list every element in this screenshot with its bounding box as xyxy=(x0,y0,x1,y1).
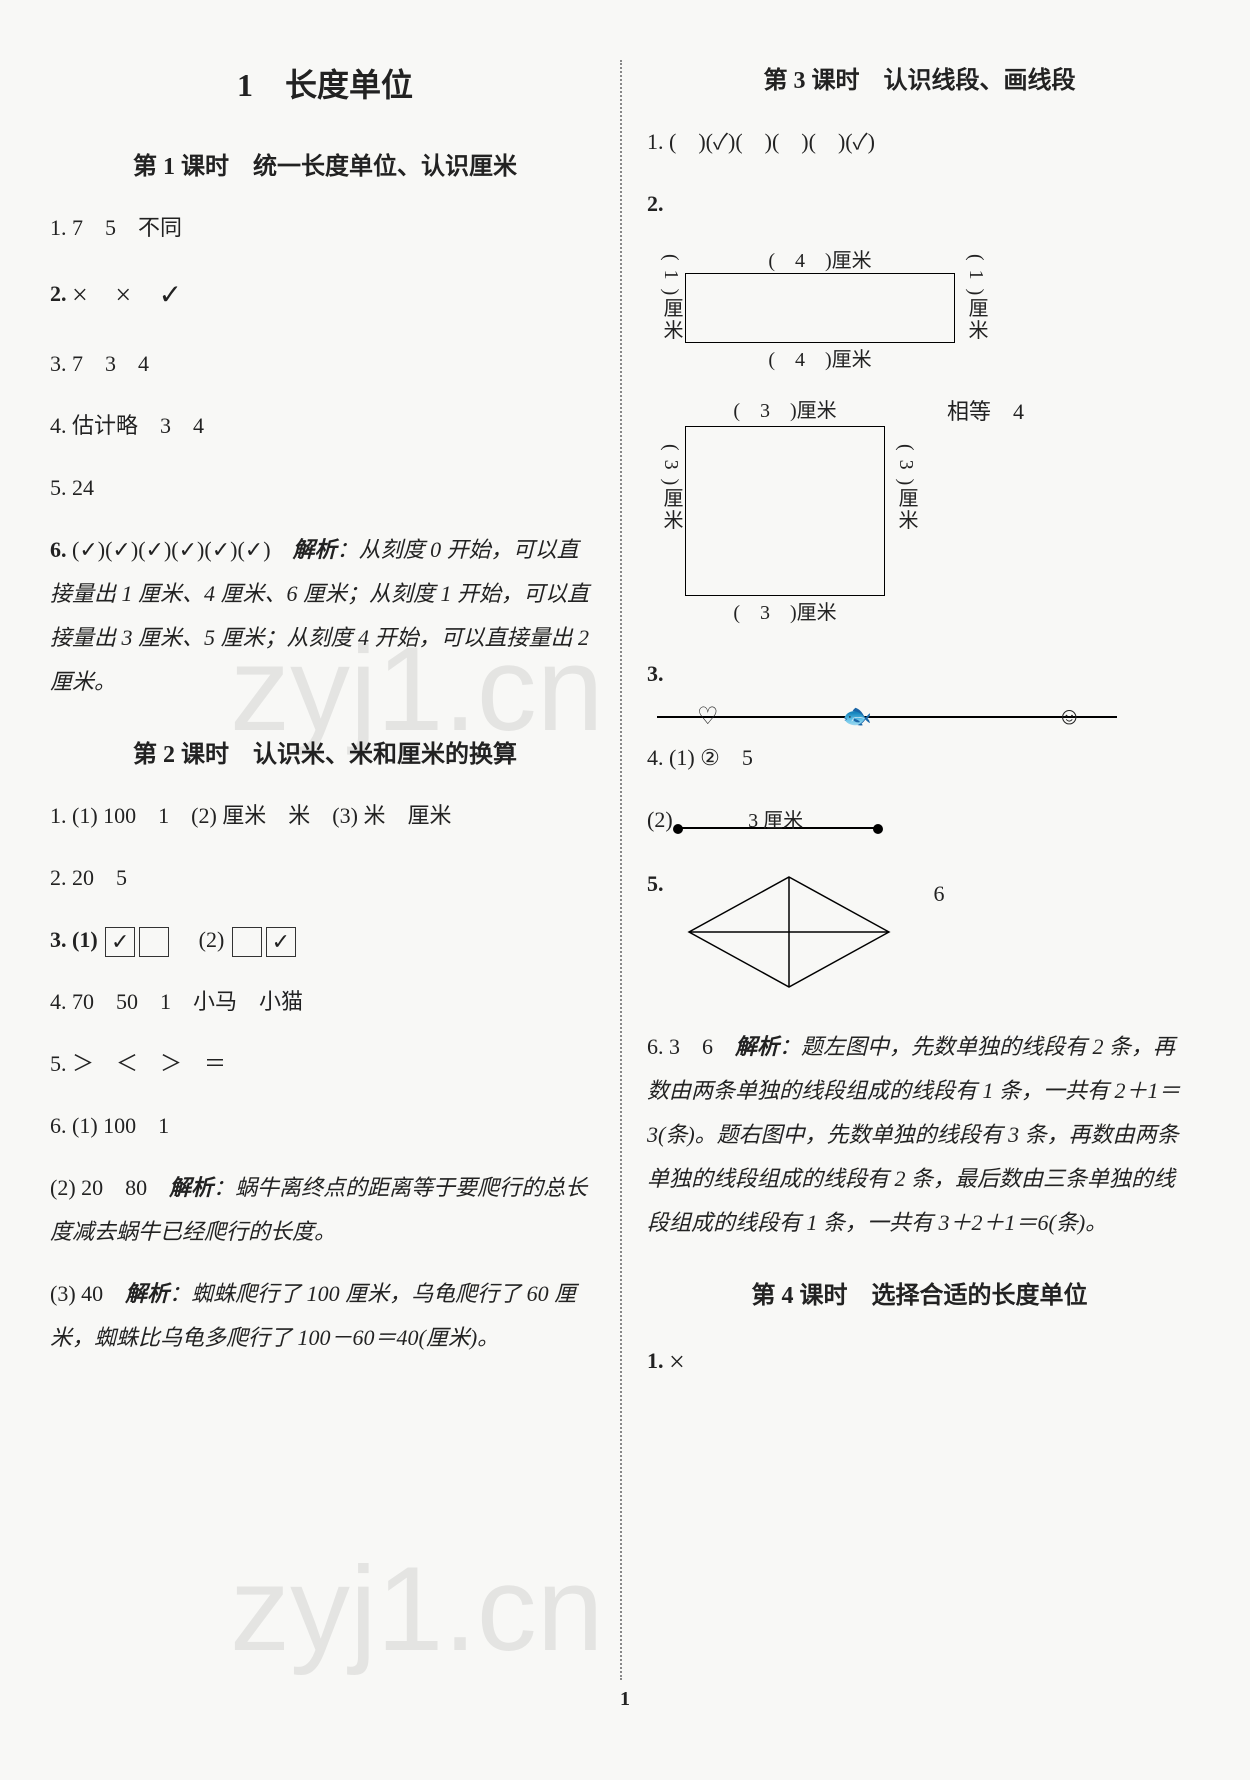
l3-q5-value: 6 xyxy=(934,872,945,916)
l3-q5: 5. 6 xyxy=(647,862,1192,1007)
l3-q3: 3. ♡ 🐟 ☺ xyxy=(647,652,1192,718)
l2-q2: 2. 20 5 xyxy=(50,856,600,900)
l1-q4: 4. 估计略 3 4 xyxy=(50,404,600,448)
l1-q2-prefix: 2. xyxy=(50,281,72,306)
mark: (✓) xyxy=(204,537,237,562)
mark: (✓) xyxy=(138,537,171,562)
l2-q6-2-prefix: (2) 20 80 xyxy=(50,1175,169,1200)
l4-q1-prefix: 1. xyxy=(647,1348,669,1373)
chapter-title: 1 长度单位 xyxy=(50,60,600,106)
rect1-diagram: ( 4 )厘米 ( 1 )厘米 ( 1 )厘米 ( 4 )厘米 xyxy=(657,244,1192,374)
checkbox xyxy=(139,927,169,957)
lesson4-title: 第 4 课时 选择合适的长度单位 xyxy=(647,1275,1192,1310)
l1-q2: 2. × × ✓ xyxy=(50,268,600,324)
l3-q4-1: 4. (1) ② 5 xyxy=(647,736,1192,780)
l2-q6-1: 6. (1) 100 1 xyxy=(50,1104,600,1148)
rect2-diagram: ( 3 )厘米 相等 4 ( 3 )厘米 ( 3 )厘米 ( 3 )厘米 xyxy=(657,394,1192,634)
right-column: 第 3 课时 认识线段、画线段 1. ( )(✓)( )( )( )(✓) 2.… xyxy=(622,60,1192,1680)
label-analysis: 解析 xyxy=(169,1175,213,1200)
rect2-bottom: ( 3 )厘米 xyxy=(685,596,885,625)
rect1-top: ( 4 )厘米 xyxy=(685,244,955,273)
l3-q6-prefix: 6. 3 6 xyxy=(647,1034,735,1059)
segment-dot xyxy=(873,824,883,834)
rect1-bottom: ( 4 )厘米 xyxy=(685,343,955,372)
l2-q3-prefix: 3. (1) xyxy=(50,927,103,952)
l2-q6-2: (2) 20 80 解析：蜗牛离终点的距离等于要爬行的总长度减去蜗牛已经爬行的长… xyxy=(50,1166,600,1254)
fish-icon: 🐟 xyxy=(842,693,872,741)
mark: × xyxy=(669,1335,685,1391)
mark: (✓) xyxy=(237,537,270,562)
l1-q3: 3. 7 3 4 xyxy=(50,342,600,386)
page-number: 1 xyxy=(50,1688,1200,1711)
label-analysis: 解析 xyxy=(125,1281,169,1306)
l2-q1: 1. (1) 100 1 (2) 厘米 米 (3) 米 厘米 xyxy=(50,794,600,838)
l2-q6-3: (3) 40 解析：蜘蛛爬行了 100 厘米，乌龟爬行了 60 厘米，蜘蛛比乌龟… xyxy=(50,1272,600,1360)
rect2-shape xyxy=(685,426,885,596)
lesson3-title: 第 3 课时 认识线段、画线段 xyxy=(647,60,1192,95)
segment: 3 厘米 xyxy=(678,827,878,829)
rect1-shape xyxy=(685,273,955,343)
rect2-top: ( 3 )厘米 xyxy=(685,394,885,423)
rect2-right: ( 3 )厘米 xyxy=(892,444,921,531)
rect1-right: ( 1 )厘米 xyxy=(962,254,991,341)
l2-q4: 4. 70 50 1 小马 小猫 xyxy=(50,980,600,1024)
segment-label: 3 厘米 xyxy=(748,801,803,841)
rect1-left: ( 1 )厘米 xyxy=(657,254,686,341)
line-with-icons: ♡ 🐟 ☺ xyxy=(657,716,1117,718)
mark: × xyxy=(115,268,131,324)
mark: (✓) xyxy=(171,537,204,562)
l3-q5-prefix: 5. xyxy=(647,862,664,906)
l4-q1: 1. × xyxy=(647,1335,1192,1391)
rect2-extra: 相等 4 xyxy=(947,394,1024,426)
label-analysis: 解析 xyxy=(735,1034,779,1059)
l3-q6: 6. 3 6 解析：题左图中，先数单独的线段有 2 条，再数由两条单独的线段组成… xyxy=(647,1025,1192,1245)
left-column: 1 长度单位 第 1 课时 统一长度单位、认识厘米 1. 7 5 不同 2. ×… xyxy=(50,60,620,1680)
checkbox: ✓ xyxy=(105,927,135,957)
l2-q3-mid: (2) xyxy=(177,927,230,952)
l3-q2-label: 2. xyxy=(647,182,1192,226)
segment-dot xyxy=(673,824,683,834)
mark: × xyxy=(72,268,88,324)
rhombus-diagram xyxy=(684,872,894,1007)
l1-q6: 6. (✓)(✓)(✓)(✓)(✓)(✓) 解析：从刻度 0 开始，可以直接量出… xyxy=(50,528,600,704)
l1-q5: 5. 24 xyxy=(50,466,600,510)
mark: (✓) xyxy=(72,537,105,562)
smiley-icon: ☺ xyxy=(1057,693,1082,741)
l3-q6-text: ：题左图中，先数单独的线段有 2 条，再数由两条单独的线段组成的线段有 1 条，… xyxy=(647,1034,1181,1235)
checkbox: ✓ xyxy=(266,927,296,957)
rhombus-svg xyxy=(684,872,894,992)
lesson1-title: 第 1 课时 统一长度单位、认识厘米 xyxy=(50,146,600,181)
lesson2-title: 第 2 课时 认识米、米和厘米的换算 xyxy=(50,734,600,769)
l2-q5: 5. ＞ ＜ ＞ ＝ xyxy=(50,1042,600,1086)
mark: ✓ xyxy=(159,268,182,324)
l1-q1: 1. 7 5 不同 xyxy=(50,206,600,250)
l2-q3: 3. (1) ✓ (2) ✓ xyxy=(50,918,600,962)
l1-q6-prefix: 6. xyxy=(50,537,72,562)
rect2-left: ( 3 )厘米 xyxy=(657,444,686,531)
l3-q4-2: (2) 3 厘米 xyxy=(647,798,1192,844)
checkbox xyxy=(232,927,262,957)
label-analysis: 解析 xyxy=(293,537,337,562)
l2-q6-3-prefix: (3) 40 xyxy=(50,1281,125,1306)
heart-icon: ♡ xyxy=(697,693,719,741)
mark: (✓) xyxy=(105,537,138,562)
l3-q1: 1. ( )(✓)( )( )( )(✓) xyxy=(647,120,1192,164)
